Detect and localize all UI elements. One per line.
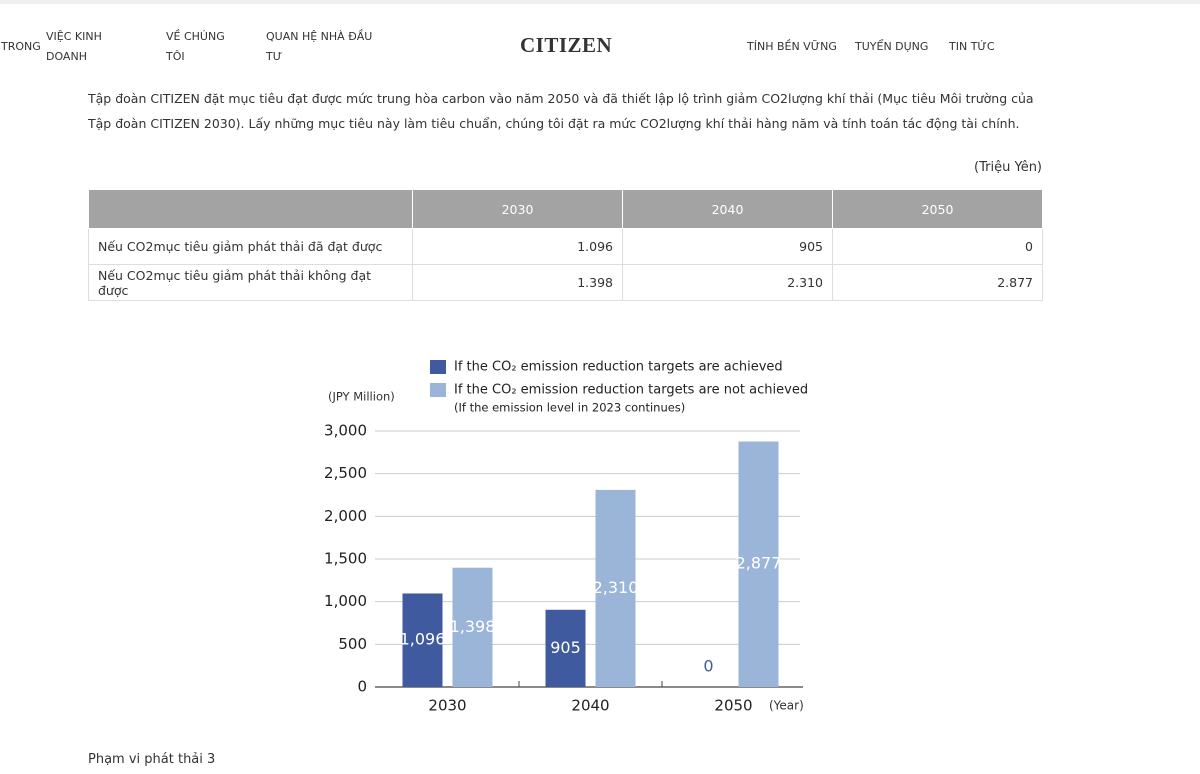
nav-item[interactable]: TRONG — [1, 40, 41, 53]
table-cell: Nếu CO2mục tiêu giảm phát thải không đạt… — [88, 264, 413, 301]
data-label: 1,398 — [450, 617, 496, 636]
bar — [545, 609, 586, 687]
table-row: Nếu CO2mục tiêu giảm phát thải không đạt… — [88, 264, 1043, 301]
data-label: 905 — [550, 638, 581, 657]
table-cell: 1.398 — [412, 264, 623, 301]
data-label: 2,310 — [593, 578, 639, 597]
bar — [595, 489, 636, 687]
bar — [402, 593, 443, 687]
y-tick-label: 500 — [338, 635, 367, 653]
logo[interactable]: CITIZEN — [520, 33, 613, 57]
nav-item[interactable]: TÍNH BỀN VỮNG — [747, 40, 837, 53]
x-tick-label: 2030 — [428, 697, 466, 715]
x-axis-label: (Year) — [769, 699, 804, 713]
data-table: 2030 2040 2050 Nếu CO2mục tiêu giảm phát… — [88, 189, 1043, 301]
intro-text: Tập đoàn CITIZEN đặt mục tiêu đạt được m… — [88, 91, 1034, 131]
legend-label: If the CO₂ emission reduction targets ar… — [454, 360, 783, 375]
header-cell: 2030 — [412, 189, 623, 229]
nav-item[interactable]: TIN TỨC — [949, 40, 995, 53]
y-axis-label: (JPY Million) — [328, 390, 395, 404]
legend-swatch — [430, 360, 446, 374]
x-tick-label: 2040 — [571, 697, 609, 715]
y-tick-label: 1,000 — [324, 592, 367, 610]
y-tick-label: 0 — [357, 678, 367, 696]
table-cell: 2.877 — [832, 264, 1043, 301]
bar — [738, 441, 779, 687]
table-cell: 0 — [832, 228, 1043, 265]
data-label: 2,877 — [736, 554, 782, 573]
y-tick-label: 1,500 — [324, 550, 367, 568]
nav-item[interactable]: VỀ CHÚNG TÔI — [166, 30, 225, 63]
table-cell: 1.096 — [412, 228, 623, 265]
nav-item[interactable]: TUYỂN DỤNG — [855, 40, 929, 53]
x-tick-label: 2050 — [714, 697, 752, 715]
bar — [452, 567, 493, 687]
nav-item[interactable]: VIỆC KINH DOANH — [46, 30, 102, 63]
legend-swatch — [430, 383, 446, 397]
legend-note: (If the emission level in 2023 continues… — [454, 401, 685, 415]
section-heading: Phạm vi phát thải 3 — [88, 752, 216, 767]
header-cell: 2040 — [622, 189, 833, 229]
nav-item[interactable]: QUAN HỆ NHÀ ĐẦU TƯ — [266, 30, 373, 63]
y-tick-label: 2,500 — [324, 464, 367, 482]
table-unit: (Triệu Yên) — [974, 160, 1042, 175]
y-tick-label: 2,000 — [324, 507, 367, 525]
header-cell: 2050 — [832, 189, 1043, 229]
data-label: 0 — [703, 657, 713, 676]
legend-label: If the CO₂ emission reduction targets ar… — [454, 383, 808, 398]
top-strip — [0, 0, 1200, 4]
table-cell: 2.310 — [622, 264, 833, 301]
data-label: 1,096 — [400, 630, 446, 649]
y-tick-label: 3,000 — [324, 422, 367, 440]
